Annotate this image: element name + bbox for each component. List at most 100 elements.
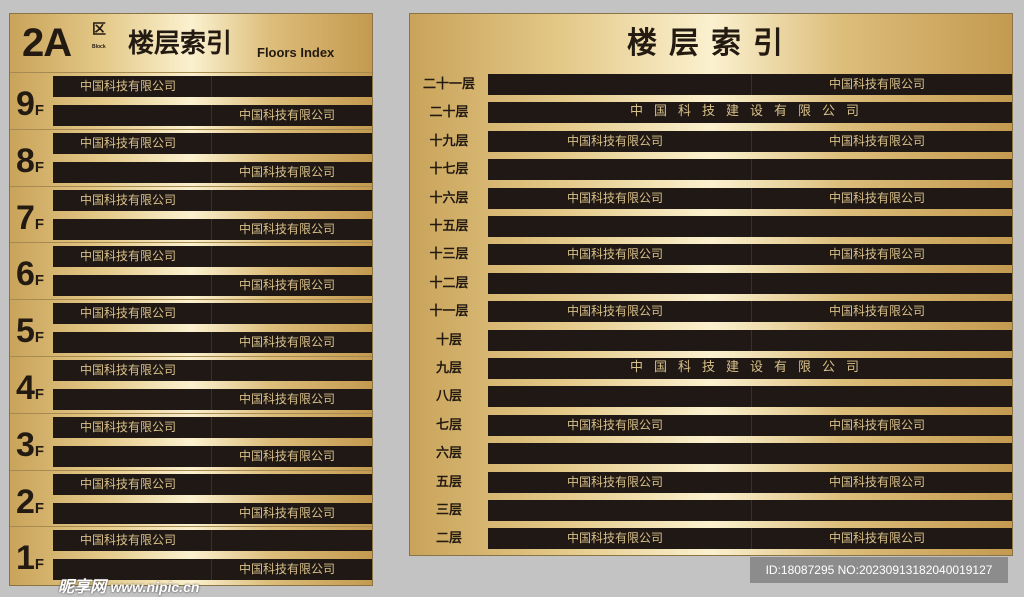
company-bar: 中国科技有限公司 (53, 189, 372, 211)
floor-label: 十一层 (429, 304, 469, 320)
floor-label: 三层 (435, 503, 462, 518)
company-name: 中国科技有限公司 (567, 417, 664, 432)
left-title-en: Floors Index (257, 45, 335, 60)
company-bar: 中国科技有限公司 (53, 445, 372, 467)
floor-unit: F (34, 499, 45, 517)
floor-label: 7F (16, 199, 44, 244)
floor-block: 2F 中国科技有限公司 中国科技有限公司 (10, 469, 372, 528)
company-name: 中国科技有限公司 (567, 247, 664, 262)
company-name: 中国科技有限公司 (80, 476, 177, 491)
floor-block: 9F 中国科技有限公司 中国科技有限公司 (10, 72, 372, 129)
company-name: 中国科技有限公司 (239, 392, 336, 406)
company-name: 中国科技有限公司 (567, 304, 664, 319)
floor-number: 8 (16, 141, 35, 180)
floor-block: 3F 中国科技有限公司 中国科技有限公司 (10, 412, 372, 470)
floor-label: 六层 (435, 446, 462, 462)
company-bar: 中国科技有限公司 (53, 416, 372, 438)
zone-label: 2A (22, 21, 72, 65)
image-id-box: ID:18087295 NO:20230913182040019127 (750, 557, 1008, 583)
company-name: 中国科技有限公司 (829, 531, 926, 546)
company-name: 中国科技有限公司 (239, 278, 336, 293)
company-name: 中国科技有限公司 (239, 448, 336, 463)
company-name: 中国科技有限公司 (829, 77, 926, 91)
company-name: 中国科技有限公司 (80, 419, 177, 434)
company-name: 中国科技有限公司 (829, 474, 926, 489)
company-bar: 中国科技有限公司 (53, 530, 372, 552)
company-bar: 中国科技有限公司 (53, 502, 372, 524)
company-name: 中国科技有限公司 (567, 531, 664, 546)
company-name: 中国科技有限公司 (829, 190, 926, 205)
floor-label: 二层 (435, 531, 462, 547)
floor-label: 五层 (435, 474, 462, 490)
company-bar (488, 500, 1012, 521)
company-name: 中国科技有限公司 (567, 474, 664, 489)
floor-number: 3 (16, 425, 35, 464)
company-bar: 中国科技有限公司 中国科技有限公司 (488, 301, 1012, 323)
company-bar: 中国科技有限公司 中国科技有限公司 (488, 130, 1012, 152)
left-floor-index-panel: 2A 区 Block 楼层索引 Floors Index 9F 中国科技有限公司… (9, 13, 373, 586)
floor-unit: F (34, 215, 45, 233)
floor-label: 十二层 (429, 275, 469, 291)
floor-block: 7F 中国科技有限公司 中国科技有限公司 (10, 185, 372, 244)
floor-number: 2 (16, 482, 35, 521)
company-bar: 中国科技有限公司 (53, 76, 372, 97)
floor-number: 6 (16, 255, 35, 294)
right-title: 楼层索引 (627, 26, 795, 61)
company-name: 中国科技有限公司 (829, 133, 926, 148)
floor-block: 8F 中国科技有限公司 中国科技有限公司 (10, 128, 372, 187)
company-name: 中国科技有限公司 (80, 135, 177, 150)
floor-label: 九层 (435, 361, 462, 376)
floor-unit: F (34, 272, 45, 290)
floor-label: 1F (16, 539, 44, 584)
company-name: 中国科技有限公司 (239, 505, 336, 520)
watermark-logo: 昵享网 www.nipic.cn (58, 579, 199, 596)
watermark-url: www.nipic.cn (110, 579, 200, 595)
floor-label: 6F (16, 255, 44, 300)
floor-label: 十九层 (429, 133, 469, 149)
floor-unit: F (34, 442, 45, 460)
floor-unit: F (34, 158, 45, 176)
floor-label: 七层 (435, 417, 462, 433)
company-name-wide: 中国科技建设有限公司 (629, 360, 870, 375)
floor-label: 十五层 (429, 219, 469, 234)
floor-block: 5F 中国科技有限公司 中国科技有限公司 (10, 299, 372, 356)
floor-label: 2F (16, 483, 44, 528)
floor-block: 4F 中国科技有限公司 中国科技有限公司 (10, 356, 372, 413)
company-name: 中国科技有限公司 (829, 417, 926, 432)
left-title: 楼层索引 (128, 29, 233, 59)
right-floor-index-panel: 楼层索引 二十一层 中国科技有限公司 二十层 中国科技建设有限公司 十九层 中国科技… (409, 13, 1013, 556)
company-bar: 中国科技建设有限公司 (488, 358, 1012, 379)
company-name: 中国科技有限公司 (239, 562, 336, 577)
floor-unit: F (34, 386, 45, 403)
floor-label: 9F (16, 85, 44, 130)
company-bar: 中国科技有限公司 (53, 389, 372, 410)
right-header: 楼层索引 (410, 14, 1012, 74)
company-name: 中国科技有限公司 (80, 363, 177, 377)
company-name: 中国科技有限公司 (80, 79, 177, 93)
company-bar: 中国科技有限公司 (53, 105, 372, 126)
watermark-logo-text: 昵享网 (58, 579, 107, 596)
company-name: 中国科技有限公司 (567, 190, 664, 205)
company-name: 中国科技有限公司 (829, 247, 926, 262)
floor-label: 十七层 (429, 162, 469, 178)
company-bar: 中国科技有限公司 (53, 360, 372, 381)
floor-label: 八层 (435, 389, 462, 405)
company-name: 中国科技有限公司 (80, 306, 177, 321)
floor-unit: F (34, 556, 45, 574)
floor-unit: F (34, 329, 45, 347)
floor-number: 4 (16, 369, 35, 407)
company-bar: 中国科技有限公司 中国科技有限公司 (488, 414, 1012, 436)
company-name: 中国科技有限公司 (567, 133, 664, 148)
floor-label: 8F (16, 142, 44, 187)
floor-label: 二十一层 (422, 77, 475, 92)
company-bar: 中国科技有限公司 (53, 246, 372, 268)
company-bar: 中国科技有限公司 (53, 473, 372, 495)
company-name: 中国科技有限公司 (239, 108, 336, 122)
company-bar: 中国科技有限公司 (53, 559, 372, 581)
floor-label: 十六层 (429, 190, 469, 206)
floor-number: 5 (16, 312, 35, 351)
floor-number: 9 (16, 85, 35, 123)
company-bar: 中国科技有限公司 (488, 74, 1012, 95)
company-bar (488, 329, 1012, 351)
floor-number: 1 (16, 539, 35, 578)
